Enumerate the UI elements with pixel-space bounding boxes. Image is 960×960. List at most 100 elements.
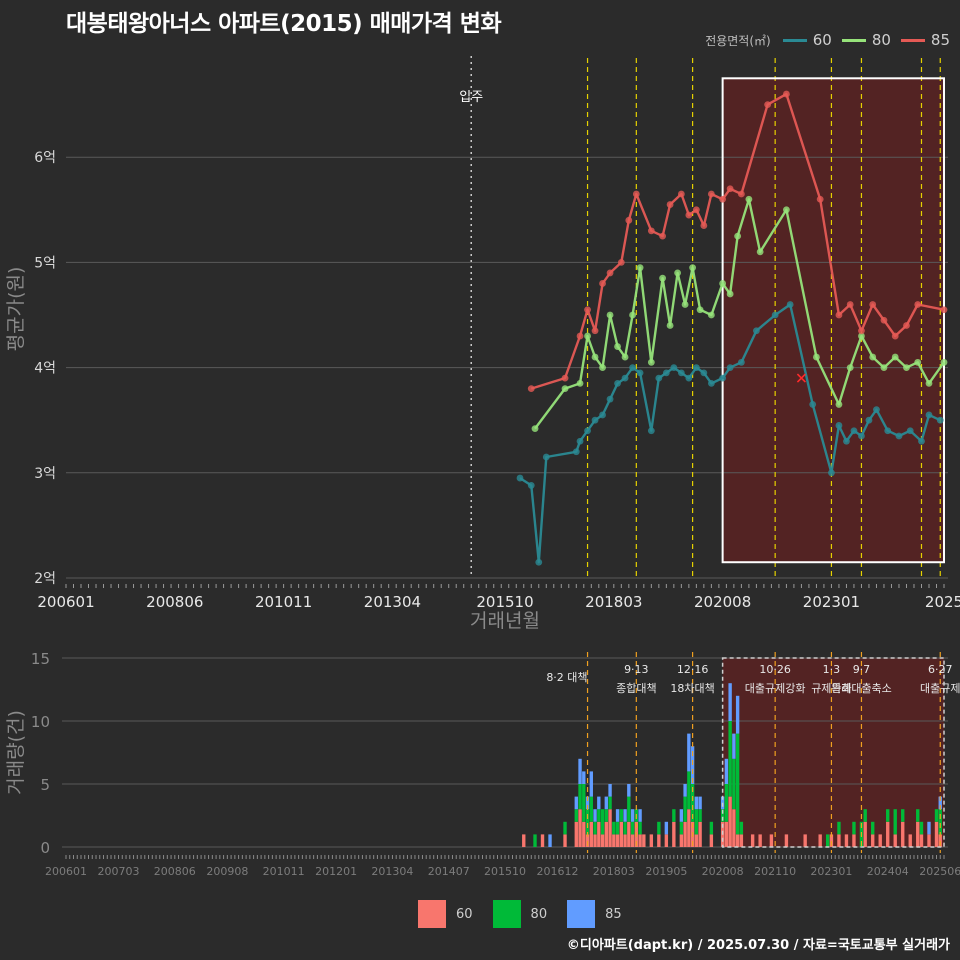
volume-bar-80 bbox=[589, 796, 593, 822]
volume-bar-60 bbox=[844, 834, 849, 847]
data-point-80 bbox=[681, 301, 689, 308]
data-point-60 bbox=[828, 469, 835, 477]
top-x-tick-label: 2025 bbox=[925, 593, 960, 611]
bar-legend-label-60: 60 bbox=[456, 906, 473, 922]
data-point-80 bbox=[869, 353, 877, 361]
volume-bar-80 bbox=[563, 821, 567, 835]
volume-bar-60 bbox=[803, 834, 807, 847]
data-point-60 bbox=[606, 395, 614, 403]
volume-bar-80 bbox=[597, 809, 601, 822]
policy-name-label: 종합대책 bbox=[616, 682, 656, 695]
top-x-tick-label: 201803 bbox=[585, 593, 642, 611]
policy-date-label: 6·27 bbox=[928, 663, 953, 676]
top-y-tick-label: 4억 bbox=[34, 361, 56, 377]
volume-bar-60 bbox=[698, 821, 702, 847]
volume-bar-80 bbox=[893, 809, 897, 835]
data-point-85 bbox=[764, 101, 772, 108]
data-point-80 bbox=[903, 364, 910, 371]
data-point-80 bbox=[756, 248, 764, 256]
data-point-60 bbox=[614, 379, 621, 387]
data-point-80 bbox=[925, 379, 933, 387]
volume-bar-60 bbox=[608, 809, 612, 847]
volume-bar-80 bbox=[732, 758, 736, 810]
source-footer: ©디아파트(dapt.kr) / 2025.07.30 / 자료=국토교통부 실… bbox=[566, 938, 950, 953]
policy-name-label: 특례대출축소 bbox=[831, 682, 892, 695]
data-point-85 bbox=[835, 311, 843, 319]
top-x-tick-label: 202008 bbox=[694, 593, 751, 611]
volume-bar-85 bbox=[735, 695, 740, 734]
volume-bar-80 bbox=[720, 809, 725, 822]
bottom-highlight-outline bbox=[721, 657, 945, 848]
volume-bar-85 bbox=[938, 796, 942, 810]
volume-bar-60 bbox=[863, 821, 867, 847]
volume-bar-85 bbox=[683, 784, 687, 797]
volume-bar-80 bbox=[630, 821, 635, 835]
policy-date-label: 1·3 bbox=[823, 663, 841, 676]
volume-bar-85 bbox=[638, 809, 642, 822]
data-point-80 bbox=[614, 343, 621, 350]
data-point-60 bbox=[719, 374, 727, 382]
volume-bar-85 bbox=[608, 784, 612, 797]
top-highlight-region bbox=[722, 78, 944, 563]
data-point-60 bbox=[865, 416, 873, 424]
data-point-80 bbox=[531, 425, 539, 433]
volume-bar-85 bbox=[690, 746, 695, 784]
volume-bar-60 bbox=[709, 834, 714, 847]
volume-bar-60 bbox=[818, 834, 822, 847]
bottom-x-tick-label: 201612 bbox=[537, 865, 579, 878]
volume-bar-80 bbox=[934, 809, 939, 822]
volume-bar-60 bbox=[615, 834, 620, 847]
top-y-tick-label: 5억 bbox=[34, 255, 56, 271]
data-point-60 bbox=[647, 427, 655, 435]
volume-bar-60 bbox=[604, 821, 608, 847]
data-point-85 bbox=[666, 201, 674, 208]
volume-bar-60 bbox=[769, 834, 774, 847]
volume-bar-85 bbox=[664, 821, 669, 835]
data-point-85 bbox=[891, 332, 899, 340]
top-x-tick-label: 200601 bbox=[37, 593, 94, 611]
data-point-80 bbox=[621, 353, 629, 361]
bar-legend-swatch-60 bbox=[418, 900, 446, 928]
policy-name-label: 규제완화 bbox=[811, 682, 851, 695]
data-point-80 bbox=[584, 332, 591, 340]
volume-bar-80 bbox=[739, 821, 744, 835]
data-point-80 bbox=[835, 401, 843, 408]
data-point-85 bbox=[726, 185, 734, 193]
data-point-80 bbox=[666, 322, 674, 329]
volume-bar-80 bbox=[724, 784, 729, 822]
volume-bar-60 bbox=[574, 821, 578, 847]
bottom-y-tick-label: 5 bbox=[40, 776, 50, 794]
data-point-80 bbox=[561, 385, 569, 393]
volume-bar-85 bbox=[732, 733, 736, 759]
legend-label-80: 80 bbox=[871, 31, 891, 49]
data-point-80 bbox=[858, 332, 865, 340]
volume-bar-60 bbox=[916, 821, 920, 847]
data-point-85 bbox=[632, 190, 640, 198]
data-point-80 bbox=[674, 269, 681, 277]
volume-bar-80 bbox=[593, 821, 597, 835]
legend-bottom: 60 80 85 bbox=[418, 900, 632, 928]
volume-bar-85 bbox=[630, 809, 635, 822]
volume-bar-85 bbox=[615, 809, 620, 822]
data-point-85 bbox=[903, 322, 910, 329]
data-point-60 bbox=[584, 427, 591, 435]
volume-bar-60 bbox=[563, 834, 567, 847]
volume-bar-80 bbox=[690, 784, 695, 822]
volume-bar-60 bbox=[878, 834, 882, 847]
top-highlight-outline bbox=[721, 77, 945, 564]
volume-bar-60 bbox=[739, 834, 744, 847]
volume-bar-60 bbox=[585, 834, 590, 847]
bottom-x-tick-label: 202404 bbox=[867, 865, 909, 878]
volume-bar-80 bbox=[533, 834, 537, 847]
data-point-60 bbox=[655, 374, 663, 382]
data-point-85 bbox=[719, 195, 727, 203]
volume-bar-80 bbox=[728, 721, 732, 797]
data-point-60 bbox=[884, 427, 892, 435]
volume-bar-80 bbox=[608, 796, 612, 810]
legend-item-85: 85 bbox=[900, 31, 950, 49]
data-point-60 bbox=[850, 427, 858, 435]
volume-bar-60 bbox=[679, 834, 684, 847]
data-point-80 bbox=[745, 195, 753, 203]
data-point-60 bbox=[542, 453, 550, 461]
chart-title: 대봉태왕아너스 아파트(2015) 매매가격 변화 bbox=[66, 11, 502, 37]
